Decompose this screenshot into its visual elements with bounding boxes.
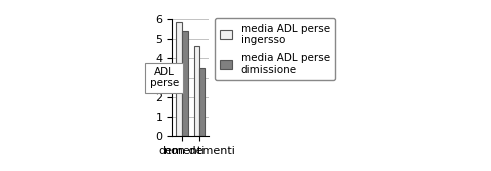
Bar [194,46,199,136]
Legend: media ADL perse
ingersso, media ADL perse
dimissione: media ADL perse ingersso, media ADL pers… [215,18,335,80]
Text: ADL
perse: ADL perse [150,67,179,88]
Bar [176,22,182,136]
Bar [199,68,205,136]
Bar [182,31,188,136]
